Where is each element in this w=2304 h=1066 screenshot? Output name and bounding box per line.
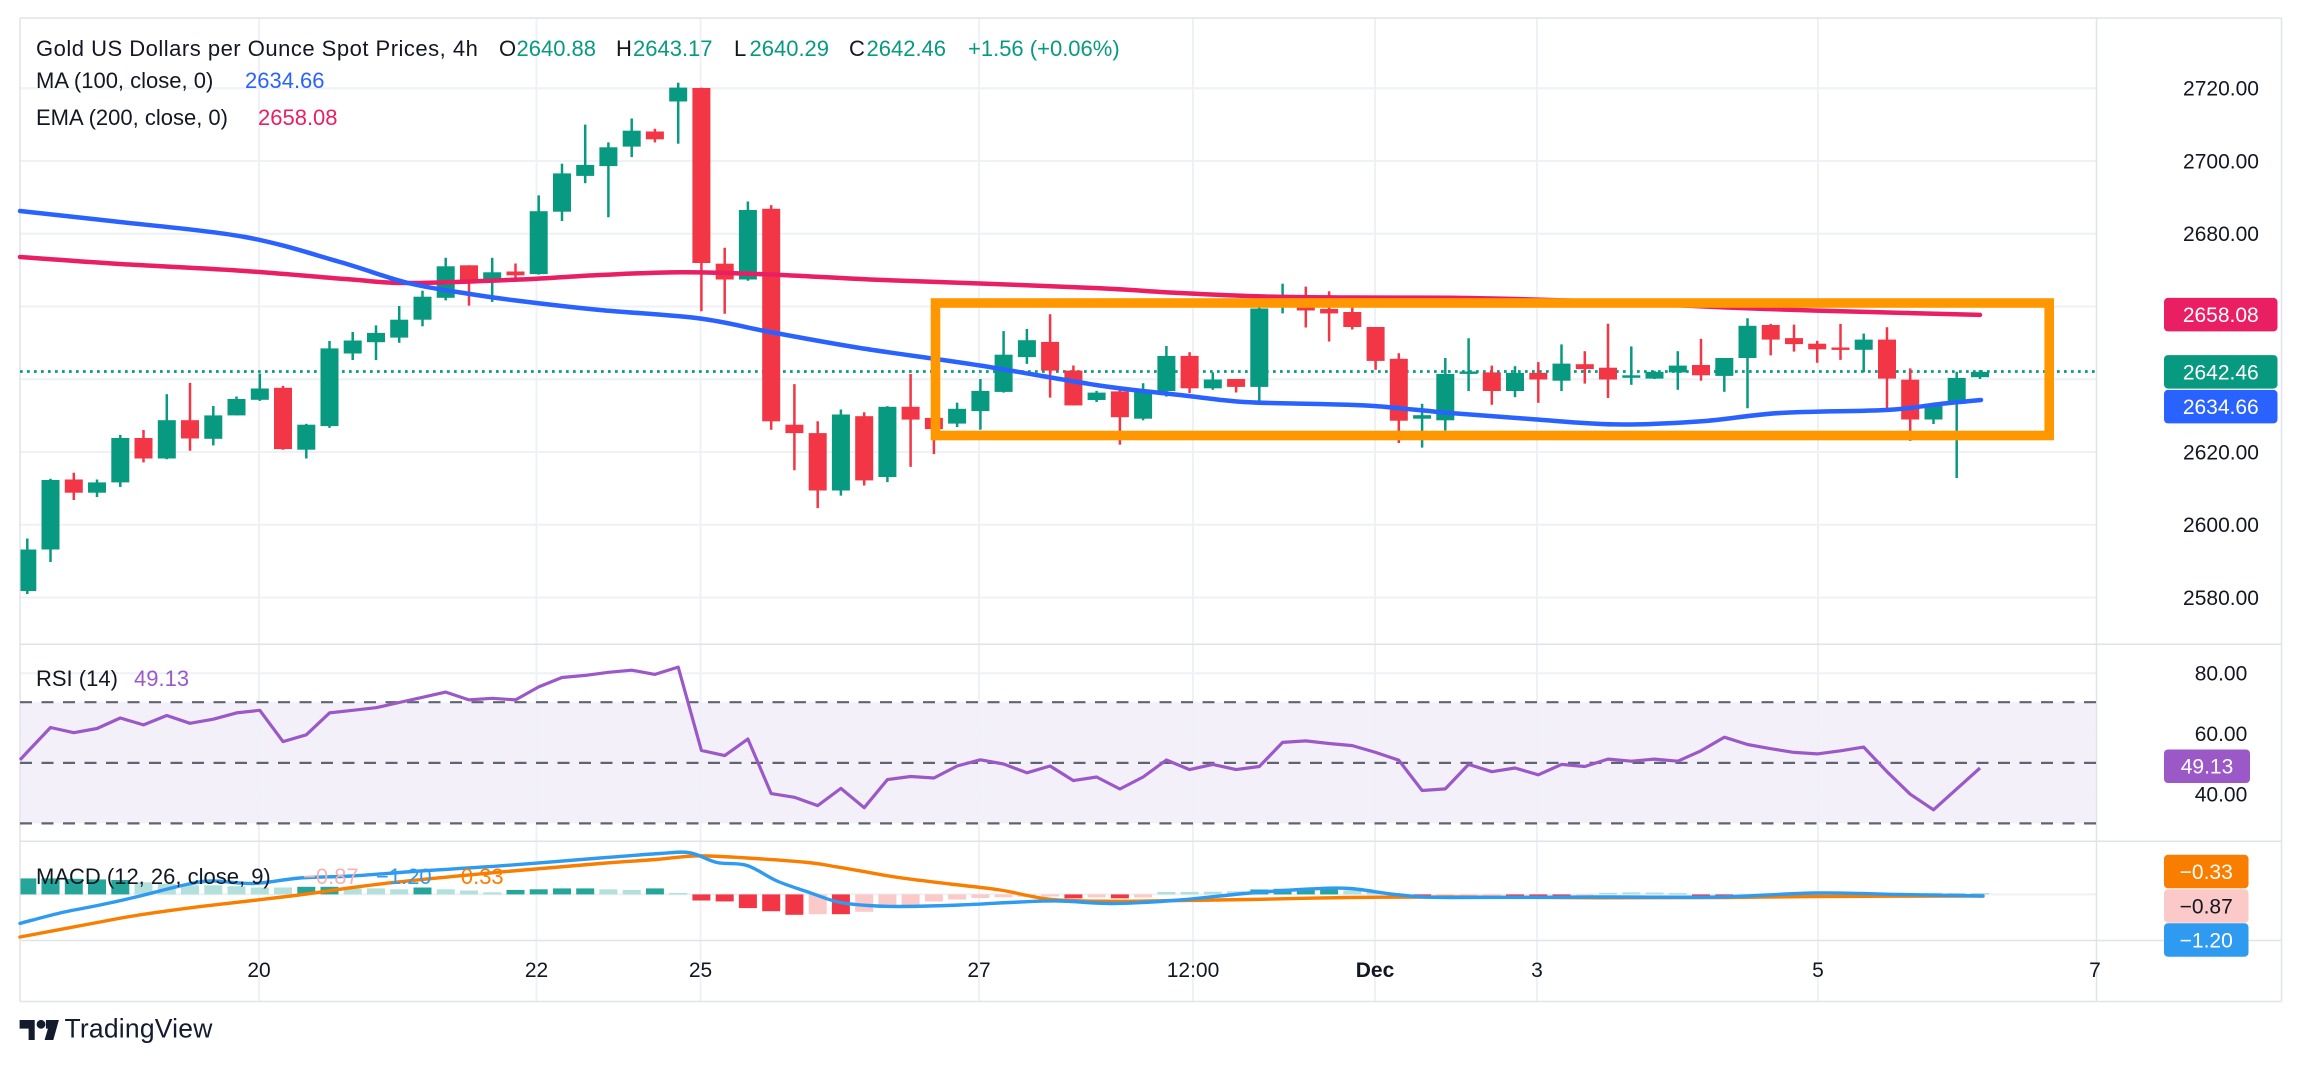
svg-text:2642.46: 2642.46 (2183, 361, 2259, 384)
svg-text:27: 27 (967, 959, 990, 982)
svg-text:80.00: 80.00 (2195, 663, 2248, 686)
svg-text:2580.00: 2580.00 (2183, 587, 2259, 610)
svg-text:40.00: 40.00 (2195, 784, 2248, 807)
svg-text:3: 3 (1531, 959, 1543, 982)
svg-text:20: 20 (247, 959, 270, 982)
svg-text:2680.00: 2680.00 (2183, 223, 2259, 246)
svg-text:−1.20: −1.20 (2180, 930, 2233, 953)
svg-text:−0.87: −0.87 (2180, 896, 2233, 919)
svg-text:MACD (12, 26, close, 9)−0.87−1: MACD (12, 26, close, 9) −0.87 −1.20 −0.33 (36, 864, 504, 889)
svg-text:7: 7 (2089, 959, 2101, 982)
svg-text:2658.08: 2658.08 (2183, 304, 2259, 327)
svg-text:60.00: 60.00 (2195, 723, 2248, 746)
svg-text:2720.00: 2720.00 (2183, 78, 2259, 101)
svg-text:Dec: Dec (1356, 959, 1395, 982)
svg-text:5: 5 (1812, 959, 1824, 982)
svg-text:2620.00: 2620.00 (2183, 442, 2259, 465)
svg-text:RSI (14)49.13: RSI (14) 49.13 (36, 666, 189, 691)
svg-text:TradingView: TradingView (65, 1014, 214, 1044)
svg-text:22: 22 (525, 959, 548, 982)
svg-text:EMA (200, close, 0)2658.08: EMA (200, close, 0) 2658.08 (36, 105, 338, 130)
svg-text:MA (100, close, 0)2634.66: MA (100, close, 0) 2634.66 (36, 68, 325, 93)
svg-text:2634.66: 2634.66 (2183, 396, 2259, 419)
svg-text:12:00: 12:00 (1167, 959, 1220, 982)
svg-text:2700.00: 2700.00 (2183, 151, 2259, 174)
svg-text:49.13: 49.13 (2181, 756, 2234, 779)
svg-text:25: 25 (689, 959, 712, 982)
svg-text:Gold US Dollars per Ounce Spot: Gold US Dollars per Ounce Spot Prices, 4… (36, 36, 1120, 61)
svg-text:2600.00: 2600.00 (2183, 514, 2259, 537)
svg-text:−0.33: −0.33 (2180, 861, 2233, 884)
